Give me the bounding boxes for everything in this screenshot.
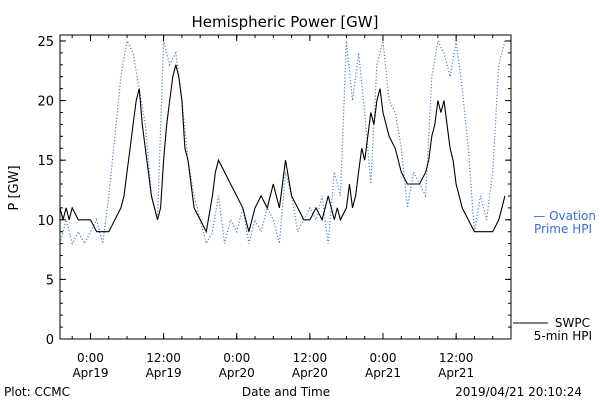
series-swpc-line: [59, 64, 506, 234]
series-ovation-line: [59, 39, 506, 246]
y-tick-label: 20: [37, 95, 54, 110]
footer-credit: Plot: CCMC: [4, 385, 70, 399]
series-ovation-prime: [59, 39, 506, 246]
x-tick-label-date: Apr20: [219, 366, 255, 380]
x-tick-label-time: 12:00: [293, 351, 328, 365]
x-tick-label-time: 12:00: [146, 351, 181, 365]
chart-title: Hemispheric Power [GW]: [192, 13, 379, 31]
y-tick-label: 15: [37, 154, 54, 169]
legend-ovation-line1: — Ovation: [533, 209, 596, 223]
plot-frame: [59, 34, 512, 340]
x-axis-label: Date and Time: [242, 385, 330, 399]
x-tick-label-date: Apr19: [72, 366, 108, 380]
legend-swpc-line2: 5-min HPI: [534, 329, 592, 343]
series-swpc: [59, 64, 506, 234]
y-tick-label: 0: [46, 333, 54, 348]
legend-ovation-line2: Prime HPI: [534, 222, 592, 236]
footer-timestamp: 2019/04/21 20:10:24: [455, 385, 582, 399]
x-tick-label-date: Apr20: [292, 366, 328, 380]
y-axis: 0 5 10 15 20 25: [37, 35, 511, 348]
x-tick-label-time: 0:00: [223, 351, 250, 365]
x-tick-label-date: Apr21: [438, 366, 474, 380]
x-axis: 0:00Apr1912:00Apr190:00Apr2012:00Apr200:…: [71, 35, 512, 380]
y-tick-label: 25: [37, 35, 54, 50]
y-tick-label: 10: [37, 214, 54, 229]
x-tick-label-date: Apr19: [146, 366, 182, 380]
x-tick-label-time: 0:00: [77, 351, 104, 365]
x-tick-label-time: 0:00: [370, 351, 397, 365]
x-tick-label-date: Apr21: [365, 366, 401, 380]
x-tick-label-time: 12:00: [439, 351, 474, 365]
y-tick-label: 5: [46, 273, 54, 288]
legend-swpc-line1: SWPC: [555, 316, 590, 330]
y-axis-label: P [GW]: [7, 165, 22, 210]
